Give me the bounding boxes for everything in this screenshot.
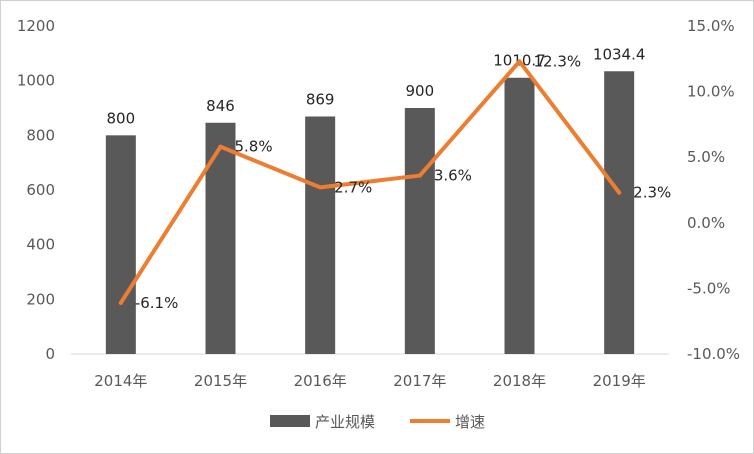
legend-label-line: 增速 (455, 413, 485, 431)
left-axis-tick-label: 1000 (17, 72, 55, 90)
bar (604, 71, 635, 354)
legend: 产业规模 增速 (270, 413, 485, 431)
left-axis-tick-label: 1200 (17, 17, 55, 35)
line-data-label: 12.3% (534, 52, 582, 70)
left-axis-tick-label: 400 (26, 236, 55, 254)
bar-series (105, 71, 635, 355)
line-point (118, 300, 123, 305)
line-data-label: 2.7% (334, 178, 372, 196)
bar-data-labels: 8008468699001010.71034.4 (107, 45, 646, 127)
category-label: 2014年 (94, 372, 147, 390)
right-axis-tick-label: 10.0% (687, 83, 735, 101)
line-data-label: 3.6% (434, 167, 472, 185)
bar (205, 122, 236, 354)
line-point (517, 59, 522, 64)
left-axis-tick-label: 800 (26, 126, 55, 144)
bar (105, 135, 136, 354)
category-label: 2017年 (393, 372, 446, 390)
right-axis-tick-label: 0.0% (687, 214, 725, 232)
category-label: 2018年 (493, 372, 546, 390)
category-label: 2016年 (294, 372, 347, 390)
bar (504, 77, 535, 354)
left-axis-tick-label: 200 (26, 290, 55, 308)
category-label: 2015年 (194, 372, 247, 390)
left-axis-ticks: 0 200 400 600 800 1000 1200 (17, 17, 55, 363)
growth-line (118, 59, 622, 305)
legend-label-bar: 产业规模 (315, 413, 375, 431)
category-label: 2019年 (593, 372, 646, 390)
bar-data-label: 900 (406, 82, 435, 100)
bar-data-label: 800 (107, 109, 136, 127)
line-data-labels: -6.1% 5.8% 2.7% 3.6% 12.3% 2.3% (135, 52, 671, 311)
bar-data-label: 869 (306, 90, 335, 108)
category-axis-labels: 2014年 2015年 2016年 2017年 2018年 2019年 (94, 372, 646, 390)
legend-swatch-bar (270, 415, 310, 427)
right-axis-tick-label: -5.0% (687, 279, 731, 297)
line-data-label: 2.3% (633, 184, 671, 202)
right-axis-tick-label: 5.0% (687, 148, 725, 166)
bar (305, 116, 336, 355)
line-data-label: -6.1% (135, 294, 179, 312)
line-point (617, 190, 622, 195)
bar-data-label: 1034.4 (593, 45, 646, 63)
left-axis-tick-label: 0 (45, 345, 55, 363)
line-data-label: 5.8% (235, 138, 273, 156)
line-series (118, 59, 622, 305)
line-point (417, 173, 422, 178)
right-axis-tick-label: -10.0% (687, 345, 740, 363)
bar-data-label: 846 (206, 97, 235, 115)
left-axis-tick-label: 600 (26, 181, 55, 199)
right-axis-ticks: -10.0% -5.0% 0.0% 5.0% 10.0% 15.0% (687, 17, 740, 363)
line-point (318, 185, 323, 190)
line-point (218, 144, 223, 149)
bar (404, 108, 435, 354)
right-axis-tick-label: 15.0% (687, 17, 735, 35)
